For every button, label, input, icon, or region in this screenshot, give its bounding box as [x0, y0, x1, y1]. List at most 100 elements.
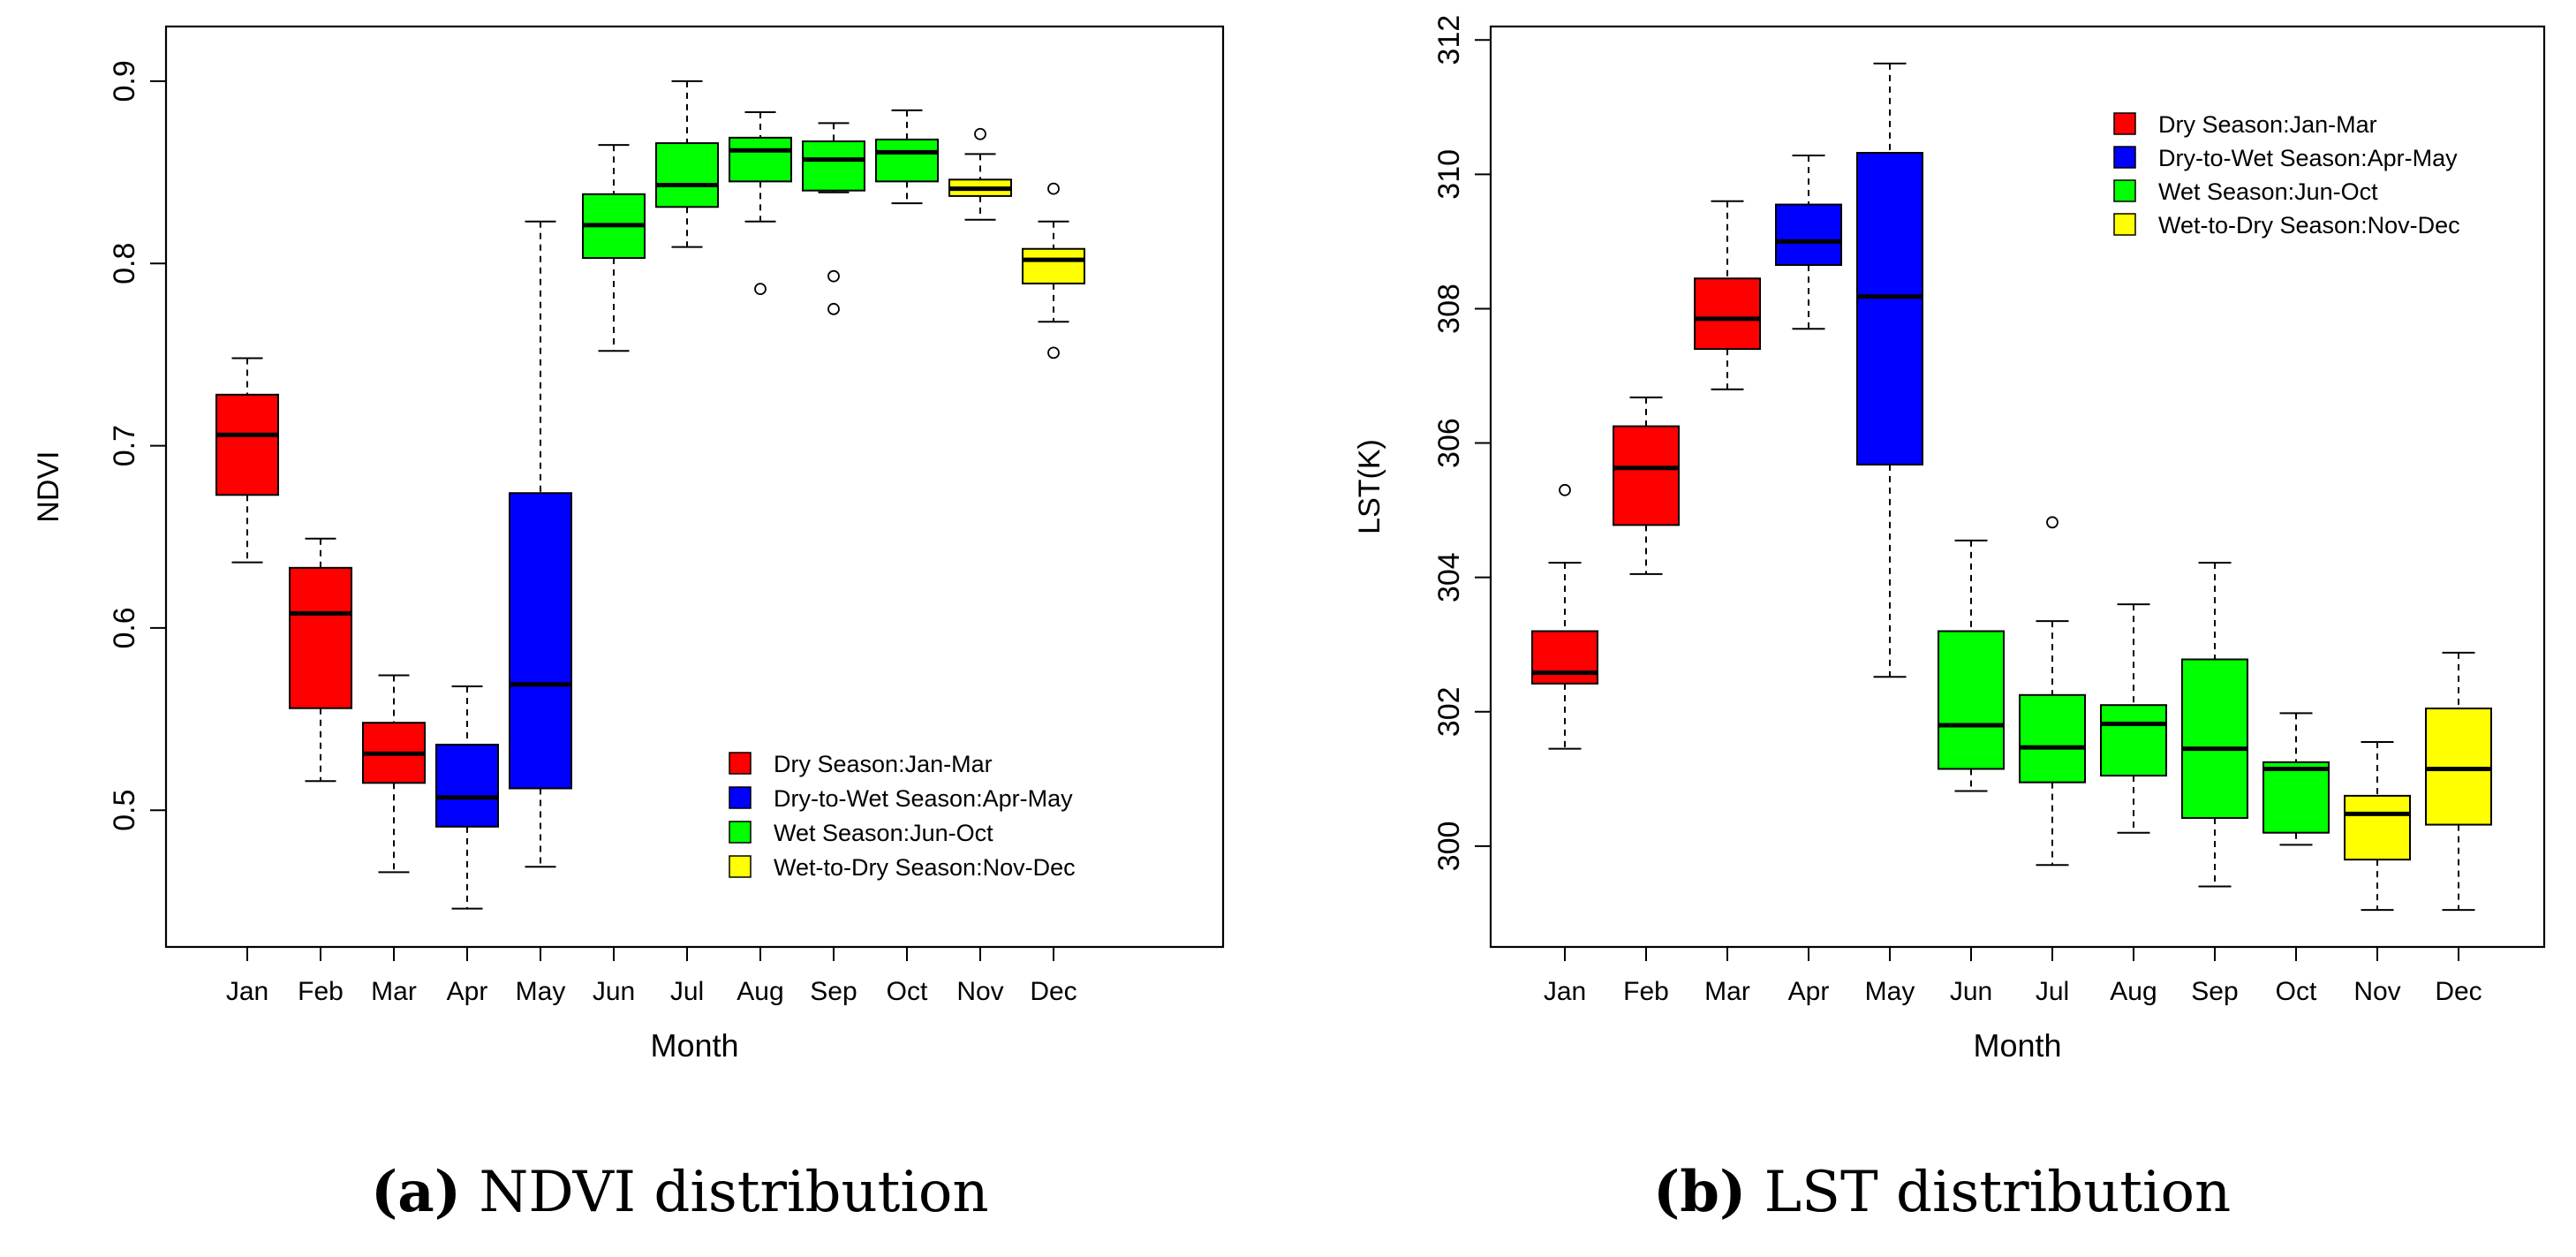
legend: Dry Season:Jan-Mar Dry-to-Wet Season:Apr-…	[729, 751, 1076, 881]
iqr-box	[435, 743, 499, 828]
y-axis-label: LST(K)	[1353, 439, 1386, 534]
x-tick-label: Jun	[1950, 977, 1992, 1006]
iqr-box	[289, 566, 352, 709]
iqr-box	[215, 393, 279, 496]
x-tick-label: Sep	[810, 977, 857, 1006]
iqr-box	[2425, 707, 2492, 826]
box-apr	[1775, 155, 1842, 330]
legend-label: Wet Season:Jun-Oct	[774, 820, 993, 846]
iqr-box	[1775, 203, 1842, 267]
box-mar	[362, 674, 426, 874]
box-jun	[1938, 539, 2005, 792]
y-tick-label: 302	[1432, 686, 1466, 737]
legend-swatch	[2113, 146, 2136, 169]
y-axis-label: NDVI	[32, 451, 65, 522]
caption-a-label: (a)	[371, 1159, 462, 1225]
x-tick-label: Sep	[2191, 977, 2238, 1006]
plot-frame	[164, 25, 1225, 949]
y-tick-label: 0.9	[108, 60, 141, 102]
box-nov	[948, 127, 1012, 221]
y-tick-label: 306	[1432, 418, 1466, 468]
y-tick-label: 0.5	[108, 790, 141, 831]
outlier-point	[827, 302, 840, 315]
legend-label: Dry Season:Jan-Mar	[2158, 111, 2377, 138]
iqr-box	[802, 140, 865, 192]
legend-swatch	[2113, 213, 2136, 236]
box-aug	[2100, 603, 2167, 834]
outlier-point	[754, 283, 767, 296]
x-tick-label: Feb	[1623, 977, 1669, 1006]
legend-label: Dry-to-Wet Season:Apr-May	[2158, 145, 2458, 171]
iqr-box	[1613, 425, 1680, 526]
x-tick-label: May	[1865, 977, 1915, 1006]
x-tick-label: Apr	[1788, 977, 1830, 1006]
box-mar	[1694, 200, 1761, 390]
iqr-box	[1531, 630, 1598, 685]
x-tick-label: Dec	[1030, 977, 1076, 1006]
box-apr	[435, 685, 499, 910]
legend-label: Dry Season:Jan-Mar	[774, 751, 993, 777]
x-tick-label: Jan	[1544, 977, 1586, 1006]
y-tick-label: 312	[1432, 15, 1466, 65]
box-feb	[1613, 396, 1680, 575]
outlier-point	[974, 127, 986, 140]
box-jan	[215, 357, 279, 564]
box-jun	[582, 144, 646, 352]
legend-swatch	[729, 821, 752, 844]
y-tick-label: 304	[1432, 552, 1466, 602]
x-tick-label: Apr	[447, 977, 488, 1006]
x-tick-label: Oct	[887, 977, 928, 1006]
y-tick-label: 310	[1432, 149, 1466, 200]
x-tick-label: Nov	[956, 977, 1003, 1006]
iqr-box	[509, 492, 572, 790]
caption-b-text: LST distribution	[1764, 1160, 2232, 1225]
legend-label: Wet-to-Dry Season:Nov-Dec	[2158, 212, 2460, 239]
box-may	[1856, 62, 1923, 678]
legend-swatch	[729, 752, 752, 775]
outlier-point	[2046, 516, 2059, 529]
iqr-box	[2100, 704, 2167, 777]
lst-boxplot-chart: 300 302 304 306 308 310 312 LST(K) Month Jan Feb Ma…	[1353, 15, 2546, 1064]
box-jan	[1531, 483, 1598, 750]
iqr-box	[729, 136, 792, 183]
y-tick-label: 300	[1432, 822, 1466, 872]
y-tick-label: 0.7	[108, 425, 141, 466]
legend-swatch	[2113, 112, 2136, 135]
iqr-box	[2181, 658, 2248, 819]
iqr-box	[875, 138, 939, 183]
iqr-box	[2262, 761, 2330, 834]
box-sep	[802, 122, 865, 315]
legend-label: Dry-to-Wet Season:Apr-May	[774, 785, 1073, 812]
x-tick-label: Nov	[2353, 977, 2400, 1006]
legend-swatch	[2113, 179, 2136, 202]
legend: Dry Season:Jan-Mar Dry-to-Wet Season:Apr-…	[2113, 111, 2460, 239]
x-tick-label: Mar	[371, 977, 417, 1006]
box-nov	[2344, 741, 2411, 912]
box-jul	[655, 80, 719, 248]
box-jul	[2019, 516, 2086, 867]
outlier-point	[1559, 483, 1571, 496]
y-tick-label: 308	[1432, 284, 1466, 334]
box-aug	[729, 110, 792, 296]
x-axis-label: Month	[1973, 1027, 2061, 1064]
box-sep	[2181, 561, 2248, 888]
x-tick-label: Aug	[737, 977, 783, 1006]
outlier-point	[1047, 182, 1060, 195]
caption-a: (a) NDVI distribution	[371, 1159, 989, 1225]
iqr-box	[2344, 794, 2411, 861]
caption-b: (b) LST distribution	[1653, 1159, 2231, 1225]
iqr-box	[1022, 247, 1085, 284]
legend-swatch	[729, 855, 752, 878]
iqr-box	[655, 142, 719, 208]
plot-frame	[1489, 25, 2546, 949]
x-tick-label: Dec	[2435, 977, 2482, 1006]
x-tick-label: Aug	[2110, 977, 2157, 1006]
x-tick-label: Oct	[2276, 977, 2317, 1006]
iqr-box	[1856, 151, 1923, 466]
iqr-box	[2019, 693, 2086, 784]
x-tick-label: Feb	[298, 977, 344, 1006]
legend-label: Wet Season:Jun-Oct	[2158, 178, 2378, 205]
box-oct	[2262, 712, 2330, 846]
x-tick-label: Jul	[670, 977, 704, 1006]
